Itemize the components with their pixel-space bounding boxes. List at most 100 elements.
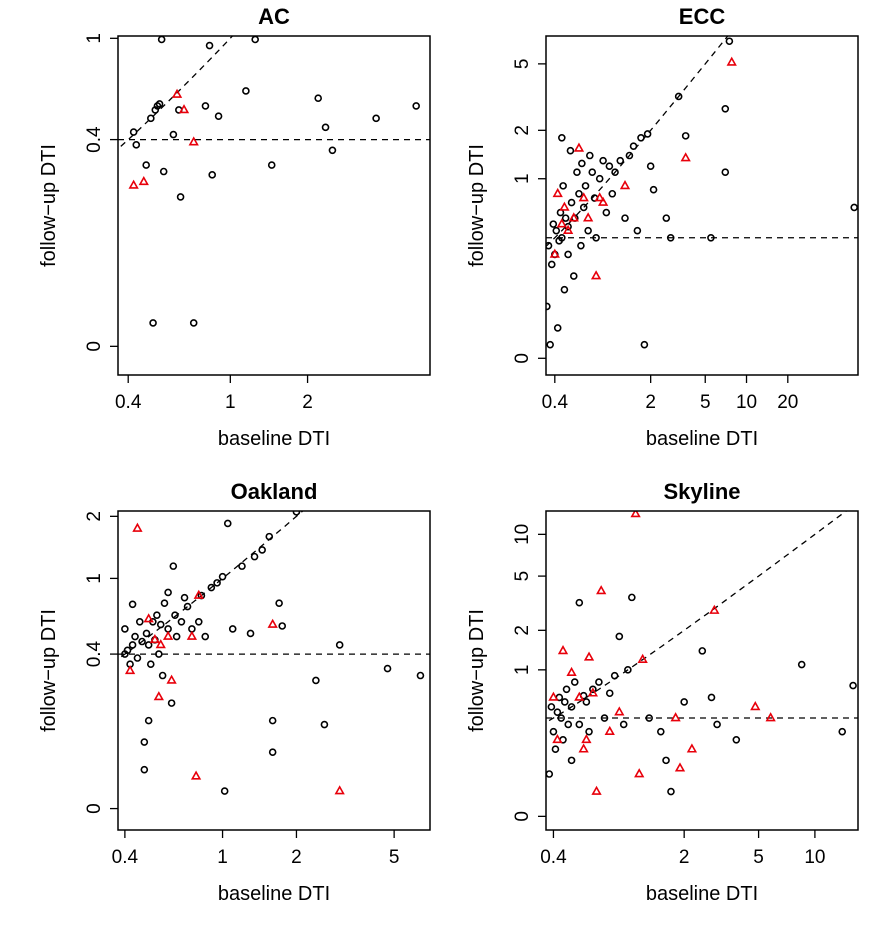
data-point — [132, 522, 143, 532]
data-point — [616, 156, 625, 165]
data-point — [169, 562, 178, 570]
data-point — [589, 685, 597, 694]
data-point — [721, 104, 730, 113]
data-point — [278, 622, 287, 630]
data-point — [246, 629, 255, 638]
data-point — [155, 650, 163, 658]
data-point — [564, 250, 572, 259]
data-point — [220, 787, 229, 795]
data-point — [128, 641, 137, 649]
data-point — [155, 639, 166, 649]
data-point — [153, 691, 164, 701]
data-point — [849, 681, 857, 690]
data-point — [546, 241, 553, 250]
data-point — [614, 706, 625, 716]
data-point — [628, 593, 636, 602]
data-point — [624, 666, 632, 674]
data-point — [610, 671, 619, 680]
data-point — [557, 645, 569, 655]
data-point — [657, 727, 665, 736]
data-point — [242, 87, 250, 95]
data-point — [680, 152, 691, 162]
data-point — [698, 647, 707, 655]
data-point — [258, 546, 266, 554]
data-point — [214, 112, 223, 120]
plot-frame — [545, 510, 859, 831]
data-point — [177, 617, 186, 626]
x-tick-label: 20 — [777, 392, 798, 413]
data-point — [600, 714, 609, 722]
data-point — [201, 632, 210, 641]
data-point — [335, 641, 344, 649]
data-point — [674, 762, 686, 772]
data-point — [564, 720, 573, 729]
x-tick-label: 0.4 — [542, 392, 569, 413]
y-axis-label: follow−up DTI — [38, 144, 60, 267]
data-point — [570, 678, 579, 686]
data-point — [372, 114, 380, 123]
data-point — [142, 629, 151, 638]
data-point — [594, 192, 605, 202]
data-point — [193, 589, 204, 599]
data-point — [608, 189, 617, 198]
y-tick-label: 2 — [512, 625, 533, 636]
data-point — [681, 132, 690, 140]
data-point — [604, 725, 615, 735]
data-point — [194, 617, 203, 626]
data-point — [568, 212, 579, 222]
identity-reference-line — [118, 511, 304, 660]
data-point — [602, 208, 611, 217]
circle-series — [546, 593, 857, 796]
data-point — [567, 756, 576, 765]
data-point — [205, 41, 214, 50]
data-point — [383, 664, 392, 673]
data-point — [621, 214, 629, 222]
data-point — [578, 192, 589, 202]
data-point — [619, 180, 631, 190]
data-point — [267, 161, 276, 169]
data-point — [124, 664, 136, 675]
panel-title: ECC — [679, 4, 726, 29]
data-point — [558, 233, 566, 242]
data-point — [611, 168, 619, 177]
x-tick-label: 0.4 — [540, 847, 567, 868]
data-point — [585, 727, 593, 736]
data-point — [629, 142, 638, 150]
data-point — [147, 114, 155, 123]
data-point — [144, 716, 153, 725]
x-tick-label: 2 — [645, 392, 656, 413]
data-point — [588, 168, 597, 177]
data-point — [133, 654, 142, 662]
data-point — [634, 768, 645, 778]
data-point — [549, 220, 558, 228]
data-point — [156, 620, 165, 629]
data-point — [725, 37, 734, 46]
data-point — [547, 260, 556, 269]
panel-2: Oakland 0.4 1 2 5 0 0.4 1 2 baseline DTI follow−up… — [38, 479, 431, 905]
x-tick-label: 1 — [217, 847, 228, 868]
data-point — [732, 736, 741, 744]
data-point — [646, 162, 655, 171]
y-tick-label: 0.4 — [84, 126, 105, 153]
data-point — [328, 146, 337, 155]
data-point — [574, 691, 585, 701]
data-point — [586, 151, 594, 160]
data-point — [186, 630, 198, 640]
data-point — [595, 174, 604, 183]
data-point — [267, 618, 278, 628]
circle-series — [546, 37, 858, 349]
triangle-series — [549, 56, 737, 280]
x-tick-label: 2 — [679, 847, 690, 868]
data-point — [178, 104, 190, 114]
data-point — [549, 727, 558, 736]
y-tick-label: 2 — [512, 125, 533, 136]
data-point — [144, 641, 153, 649]
data-point — [567, 703, 576, 711]
panel-1: ECC 0.4 2 5 10 20 0 1 2 5 baseline DTI follow−up DT… — [466, 4, 859, 450]
data-point — [201, 102, 210, 110]
data-point — [552, 226, 561, 235]
data-point — [662, 214, 671, 222]
data-point — [566, 666, 577, 676]
data-point — [180, 593, 189, 602]
